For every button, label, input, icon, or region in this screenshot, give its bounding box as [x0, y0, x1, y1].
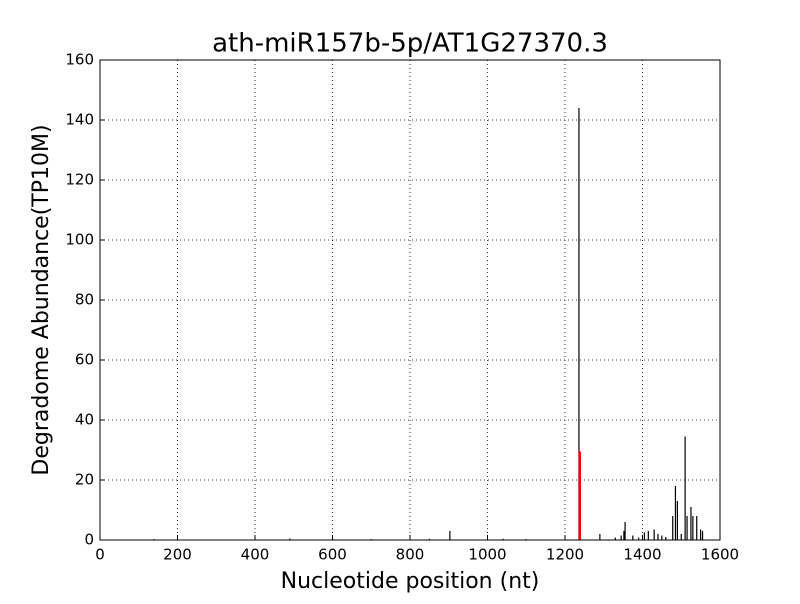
x-tick-label: 0: [95, 546, 105, 564]
ticks: 0 200 400 600 800 1000 1200 1400 1600 0 20 40 60 80 10…: [65, 51, 739, 564]
x-axis-label: Nucleotide position (nt): [281, 569, 540, 594]
y-tick-label: 120: [65, 171, 94, 189]
x-tick-label: 1000: [468, 546, 506, 564]
x-tick-label: 200: [163, 546, 192, 564]
y-tick-label: 100: [65, 231, 94, 249]
x-tick-label: 1200: [546, 546, 584, 564]
x-tick-label: 1400: [623, 546, 661, 564]
x-tick-label: 1600: [701, 546, 739, 564]
y-tick-label: 80: [75, 291, 94, 309]
x-tick-label: 600: [318, 546, 347, 564]
y-axis-label: Degradome Abundance(TP10M): [29, 124, 54, 475]
y-tick-label: 20: [75, 471, 94, 489]
x-tick-label: 800: [396, 546, 425, 564]
y-tick-label: 140: [65, 111, 94, 129]
y-tick-label: 0: [84, 531, 94, 549]
chart-title: ath-miR157b-5p/AT1G27370.3: [212, 29, 608, 59]
marks: [153, 108, 704, 540]
y-tick-label: 160: [65, 51, 94, 69]
x-tick-label: 400: [241, 546, 270, 564]
y-tick-label: 60: [75, 351, 94, 369]
y-tick-label: 40: [75, 411, 94, 429]
